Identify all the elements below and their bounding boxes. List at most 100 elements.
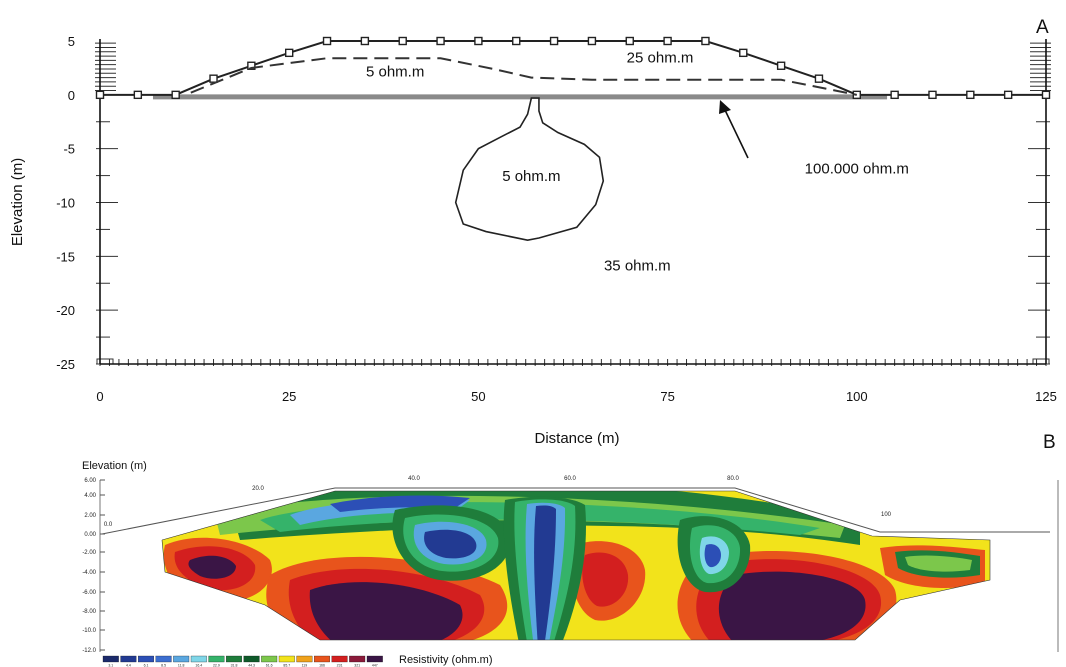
panel-a-annotation: 5 ohm.m: [366, 64, 424, 81]
panel-b-colorbar-value: 166: [319, 664, 325, 667]
panel-a-x-tick-label: 125: [1035, 389, 1057, 404]
panel-b-contour-region: [424, 529, 477, 559]
panel-a-y-tick-label: -25: [56, 357, 75, 372]
panel-b-contour-region: [704, 544, 721, 568]
panel-a-electrode-marker: [512, 36, 521, 46]
panel-b-resistivity-section: [161, 490, 991, 641]
panel-a-electrode-marker: [209, 74, 218, 83]
panel-b-colorbar-swatch: [314, 655, 330, 663]
panel-a-electrode-marker: [739, 48, 748, 58]
panel-b-contour-region: [582, 552, 629, 607]
panel-b-x-tick-label: 100: [881, 512, 892, 518]
panel-b-colorbar-swatch: [173, 655, 190, 663]
panel-b-contour-region: [330, 495, 470, 512]
panel-a-x-tick-label: 0: [96, 389, 103, 404]
panel-a-electrode-marker: [360, 36, 370, 46]
panel-b-contour-region: [188, 555, 236, 579]
panel-a-electrode-marker: [701, 36, 710, 46]
panel-b-colorbar-value: 31.8: [231, 664, 238, 667]
panel-b-x-tick-label: 20.0: [252, 486, 264, 492]
panel-b-chart: B Elevation (m) 6.00 4.00 2.00 0.00 -2.00 -4.…: [82, 432, 1059, 667]
panel-a-arrow-line: [724, 109, 749, 159]
panel-b-contour-region: [309, 582, 463, 640]
panel-b-y-tick-label: 0.00: [84, 532, 96, 538]
panel-a-y-tick-label: -5: [63, 142, 75, 157]
panel-a-y-tick-label: -20: [56, 303, 75, 318]
panel-a-electrode-marker: [549, 36, 559, 46]
panel-a-label: A: [1036, 17, 1049, 38]
panel-b-colorbar-swatch: [190, 655, 207, 663]
panel-b-contour-region: [718, 571, 866, 640]
panel-a-annotation: 35 ohm.m: [604, 257, 671, 274]
panel-b-colorbar-value: 321: [354, 664, 360, 667]
panel-a-electrode-marker: [436, 36, 445, 46]
panel-b-colorbar-swatch: [349, 655, 366, 663]
panel-b-colorbar-swatch: [278, 655, 295, 663]
panel-b-colorbar-swatch: [366, 655, 383, 663]
panel-b-contour-region: [534, 505, 556, 640]
panel-a-x-tick-label: 75: [660, 389, 674, 404]
panel-a-electrode-marker: [285, 48, 294, 58]
panel-a-x-tick-label: 25: [282, 389, 296, 404]
panel-b-colorbar-swatch: [226, 655, 242, 663]
panel-b-y-axis-label: Elevation (m): [82, 460, 147, 472]
panel-b-colorbar-value: 4.4: [126, 664, 131, 667]
panel-b-colorbar-value: 6.1: [144, 664, 149, 667]
panel-b-colorbar-swatch: [296, 655, 313, 663]
panel-a-electrode-marker: [625, 36, 634, 46]
panel-a-electrode-marker: [322, 36, 332, 46]
panel-b-label: B: [1043, 432, 1056, 453]
panel-b-x-tick-label: 40.0: [408, 476, 420, 482]
panel-b-colorbar-value: 447: [372, 664, 378, 667]
panel-a-electrode-marker: [890, 90, 899, 100]
panel-b-x-tick-label: 80.0: [727, 476, 739, 482]
panel-b-colorbar-swatch: [261, 655, 278, 663]
panel-a-electrode-marker: [966, 90, 975, 100]
panel-b-colorbar-value: 119: [302, 664, 308, 667]
panel-b-x-tick-label: 60.0: [564, 476, 576, 482]
panel-b-colorbar-swatch: [102, 655, 119, 663]
panel-a-y-tick-label: -15: [56, 249, 75, 264]
panel-a-electrode-marker: [398, 36, 407, 46]
panel-b-colorbar-swatch: [243, 655, 260, 663]
panel-a-surface-line: [100, 40, 1046, 96]
panel-a-annotation: 5 ohm.m: [502, 168, 560, 185]
panel-b-y-tick-label: 6.00: [84, 478, 96, 484]
panel-b-x-tick-label: 0.0: [104, 522, 113, 528]
panel-b-colorbar-value: 22.9: [213, 664, 220, 667]
panel-b-colorbar-swatch: [155, 655, 172, 663]
panel-b-y-tick-label: 4.00: [84, 493, 96, 499]
panel-b-colorbar-value: 16.4: [195, 664, 202, 667]
panel-b-y-tick-label: 2.00: [84, 513, 96, 519]
panel-b-y-tick-label: -4.00: [82, 570, 96, 576]
panel-b-section-outline: [161, 490, 991, 641]
panel-b-colorbar-value: 44.3: [248, 664, 255, 667]
panel-b-colorbar-swatch: [120, 655, 137, 663]
panel-b-y-tick-label: -6.00: [82, 590, 96, 596]
panel-a-electrode-marker: [474, 36, 483, 46]
panel-b-surface-outline: [101, 487, 1050, 535]
panel-a-electrode-marker: [587, 36, 597, 46]
panel-b-colorbar-value: 3.1: [108, 664, 113, 667]
panel-b-colorbar-swatch: [331, 655, 348, 663]
panel-b-contour-region: [905, 555, 972, 572]
panel-b-colorbar-swatch: [208, 655, 225, 663]
panel-b-y-tick-label: -10.0: [82, 628, 96, 634]
panel-b-colorbar-value: 61.6: [266, 664, 273, 667]
panel-b-y-tick-label: -12.0: [82, 648, 96, 654]
panel-b-colorbar-value: 8.5: [161, 664, 166, 667]
panel-b-y-tick-label: -8.00: [82, 609, 96, 615]
panel-a-electrode-marker: [814, 74, 824, 83]
panel-a-layer-boundary: [190, 57, 857, 96]
panel-b-contour-fill: [162, 491, 990, 640]
panel-a-electrode-marker: [928, 90, 937, 100]
panel-a-electrode-marker: [776, 61, 786, 70]
panel-a-y-axis-label: Elevation (m): [9, 158, 26, 246]
panel-a-x-tick-label: 100: [846, 389, 868, 404]
panel-a-annotation: 100.000 ohm.m: [805, 160, 909, 177]
panel-a-y-tick-label: 5: [68, 34, 75, 49]
panel-a-y-tick-label: -10: [56, 196, 75, 211]
panel-a-electrode-marker: [663, 36, 672, 46]
panel-a-electrode-marker: [1041, 90, 1051, 100]
